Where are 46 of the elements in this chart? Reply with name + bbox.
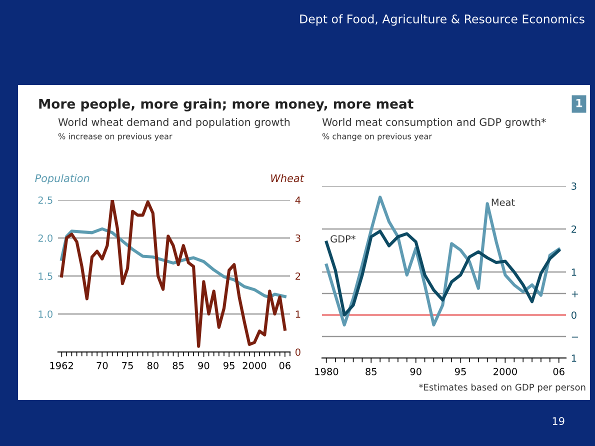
y-tick-label: 1 <box>572 268 576 276</box>
x-tick-label: 2000 <box>494 368 517 376</box>
chart-subtitle: % increase on previous year <box>58 133 172 141</box>
y2-tick-label: 3 <box>296 234 300 242</box>
line-series <box>60 200 286 348</box>
x-tick-label: 06 <box>553 368 564 376</box>
x-tick-label: 95 <box>224 362 234 370</box>
y-tick-label: 2.5 <box>38 196 52 204</box>
text: Dept of Food, Agriculture & Resource Economics <box>300 14 584 26</box>
x-tick-label: 70 <box>96 362 108 370</box>
text: *Estimates based on GDP per person <box>419 384 586 392</box>
y-tick-label: + <box>572 291 578 298</box>
y-tick-label: 1.5 <box>38 272 52 280</box>
text: 19 <box>552 417 564 426</box>
text: More people, more grain; more money, more meat <box>39 98 414 112</box>
y-tick-label: 1 <box>572 354 576 362</box>
x-tick-label: 85 <box>172 362 184 370</box>
x-tick-label: 1962 <box>50 362 73 370</box>
y-tick-label: 3 <box>572 182 576 190</box>
x-tick-label: 95 <box>454 368 466 376</box>
x-tick-label: 1980 <box>315 368 338 376</box>
y-tick-label: 1.0 <box>38 310 52 318</box>
y-tick-label: 2 <box>572 225 576 233</box>
y2-tick-label: 1 <box>296 310 300 318</box>
chart-title: World wheat demand and population growth <box>58 118 290 128</box>
y-axis-title: Population <box>35 174 90 184</box>
y-tick-label: 0 <box>572 311 576 319</box>
y2-tick-label: 4 <box>295 196 300 204</box>
x-tick-label: 06 <box>279 362 290 370</box>
x-tick-label: 2000 <box>242 362 266 370</box>
x-tick-label: 75 <box>122 362 133 370</box>
annotation: GDP* <box>330 235 356 243</box>
line-series <box>324 196 560 326</box>
line-series <box>324 230 560 317</box>
chart-subtitle: % change on previous year <box>322 133 432 141</box>
x-tick-label: 80 <box>147 362 158 370</box>
y2-axis-title: Wheat <box>271 174 304 182</box>
x-tick-label: 90 <box>198 362 210 370</box>
y2-tick-label: 0 <box>296 348 300 356</box>
annotation: Meat <box>492 198 515 206</box>
y2-tick-label: 2 <box>296 272 300 280</box>
x-tick-label: 90 <box>410 368 422 376</box>
y-tick-label: − <box>572 336 578 338</box>
x-tick-label: 85 <box>366 368 376 376</box>
y-tick-label: 2.0 <box>38 234 52 242</box>
chart-title: World meat consumption and GDP growth* <box>322 118 546 128</box>
